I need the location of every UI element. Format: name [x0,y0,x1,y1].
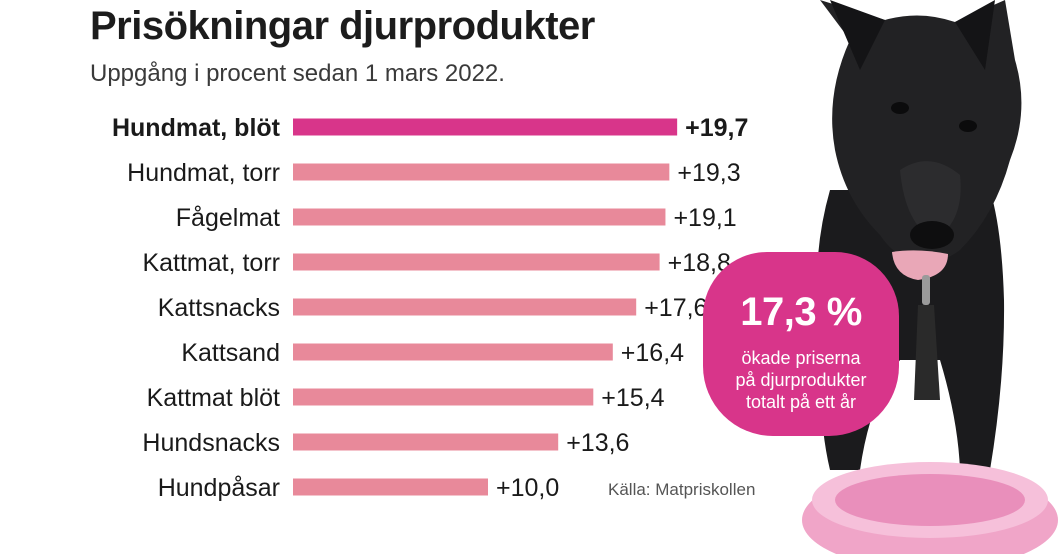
bar [293,118,678,136]
category-label: Kattsand [181,339,280,367]
callout-value: 17,3 % [740,290,862,334]
bar-chart: Hundmat, blöt +19,7 Hundmat, torr +19,3 Fåge… [112,114,748,502]
chart-title: Prisökningar djurprodukter [90,4,595,48]
source-note: Källa: Matpriskollen [608,480,756,499]
bar [293,298,637,316]
total-increase-callout: 17,3 % ökade priserna på djurprodukter t… [703,252,899,436]
value-label: +15,4 [601,384,664,412]
bar [293,163,670,181]
bar [293,478,488,496]
dog-illustration [802,0,1058,554]
category-label: Hundpåsar [158,474,280,502]
category-label: Hundsnacks [142,429,280,457]
value-label: +19,7 [685,114,748,142]
callout-line: ökade priserna [741,348,861,368]
bar [293,433,559,451]
value-label: +17,6 [644,294,707,322]
bar [293,388,594,406]
value-label: +19,3 [677,159,740,187]
callout-line: totalt på ett år [745,392,857,412]
value-label: +16,4 [621,339,684,367]
callout-line: på djurprodukter [735,370,867,390]
category-label: Hundmat, torr [127,159,280,187]
category-label: Fågelmat [176,204,280,232]
category-label: Kattmat blöt [147,384,280,412]
bar [293,343,613,361]
category-label: Hundmat, blöt [112,114,281,142]
category-label: Kattsnacks [158,294,280,322]
bar [293,208,666,226]
value-label: +13,6 [566,429,629,457]
value-label: +19,1 [673,204,736,232]
chart-subtitle: Uppgång i procent sedan 1 mars 2022. [90,60,505,87]
value-label: +10,0 [496,474,559,502]
callout-text: ökade priserna på djurprodukter totalt p… [703,347,899,413]
category-label: Kattmat, torr [142,249,280,277]
bar [293,253,660,271]
